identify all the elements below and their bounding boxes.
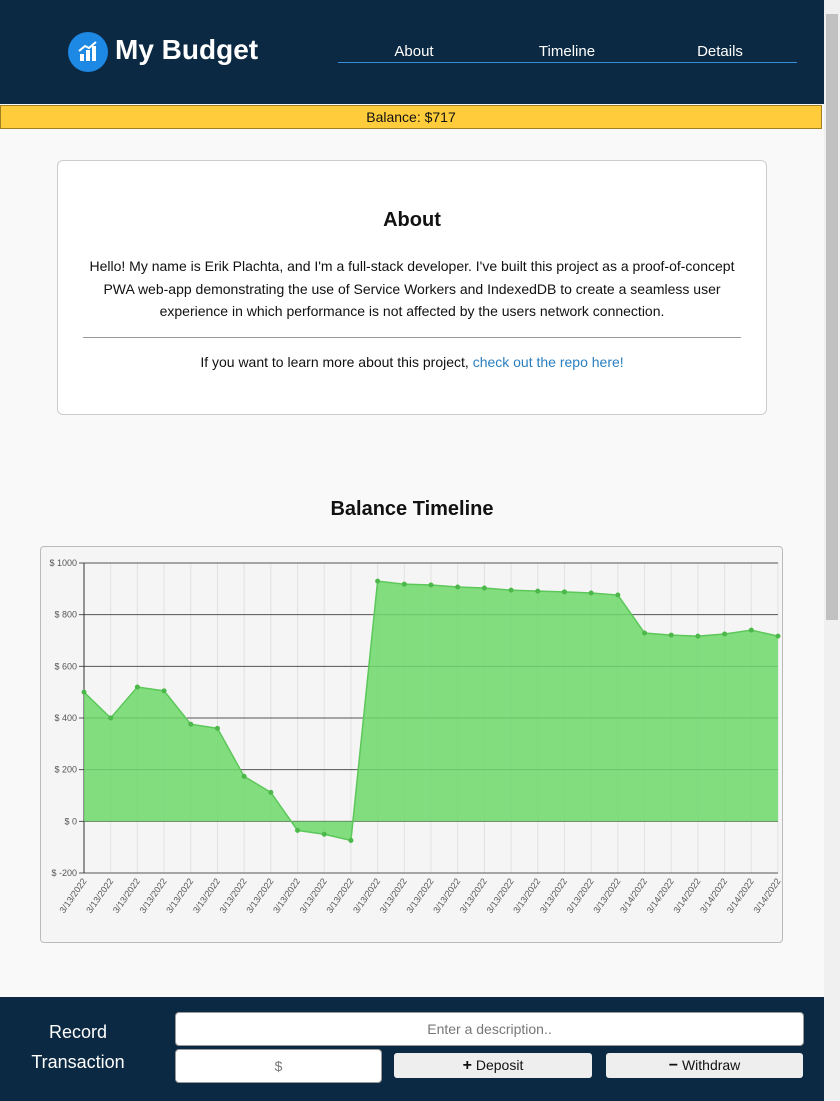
point [668,632,674,638]
nav-link[interactable]: Details [697,43,743,60]
area [84,581,778,841]
y-tick-label: $ 200 [54,765,77,775]
about-more: If you want to learn more about this pro… [58,354,766,370]
divider [83,337,741,338]
point [428,582,434,588]
point [588,590,594,596]
point [321,831,327,837]
deposit-label: Deposit [475,1057,524,1073]
app-title: My Budget [115,34,259,65]
point [615,592,621,598]
point [401,581,407,587]
form-title: Record Transaction [31,1022,125,1072]
amount-input[interactable]: $ [175,1049,382,1083]
y-tick-label: $ 0 [64,816,77,826]
about-title: About [383,209,441,231]
point [214,725,220,731]
nav-link[interactable]: Timeline [538,43,596,60]
about-card: About Hello! My name is Erik Plachta, an… [57,160,767,415]
deposit-button[interactable]: + Deposit [394,1053,592,1078]
point [134,684,140,690]
scrollbar-thumb[interactable] [826,14,838,620]
point [508,587,514,593]
chart-title: Balance Timeline [330,498,494,520]
point [188,721,194,727]
point [775,633,781,639]
withdraw-button[interactable]: − Withdraw [606,1053,803,1078]
logo-icon [78,41,97,61]
chart: $ -200$ 0$ 200$ 400$ 600$ 800$ 10003/13/… [49,558,782,915]
point [642,630,648,636]
more-text: If you want to learn more about this pro… [200,354,469,370]
point [375,578,381,584]
balance-bar: Balance: $717 [0,105,822,129]
withdraw-label: Withdraw [681,1057,741,1073]
point [81,689,87,695]
repo-link[interactable]: check out the repo here! [472,354,624,370]
point [295,827,301,833]
nav-underline [338,62,797,63]
point [268,789,274,795]
y-tick-label: $ 800 [54,610,77,620]
nav-link[interactable]: About [394,43,434,60]
point [161,688,167,694]
y-tick-label: $ 600 [54,661,77,671]
header: My Budget About Timeline Details [0,0,824,104]
logo [68,32,108,72]
chart-card: $ -200 $ 0 $ 200 $ 400 $ 600 $ 800 $ 1000 3/13/… [40,546,783,943]
point [722,631,728,637]
point [455,584,461,590]
point [348,837,354,843]
point [695,633,701,639]
about-text: Hello! My name is Erik Plachta, and I'm … [89,258,735,319]
point [748,627,754,633]
description-input[interactable]: Enter a description.. [175,1012,804,1046]
y-tick-label: $ 400 [54,713,77,723]
point [241,773,247,779]
x-tick-label: 3/14/2022 [751,876,782,915]
point [481,585,487,591]
point [108,715,114,721]
y-tick-label: $ 1000 [49,558,77,568]
point [535,588,541,594]
point [561,589,567,595]
y-tick-label: $ -200 [51,868,77,878]
transaction-form: Record Transaction Enter a description..… [0,997,824,1101]
